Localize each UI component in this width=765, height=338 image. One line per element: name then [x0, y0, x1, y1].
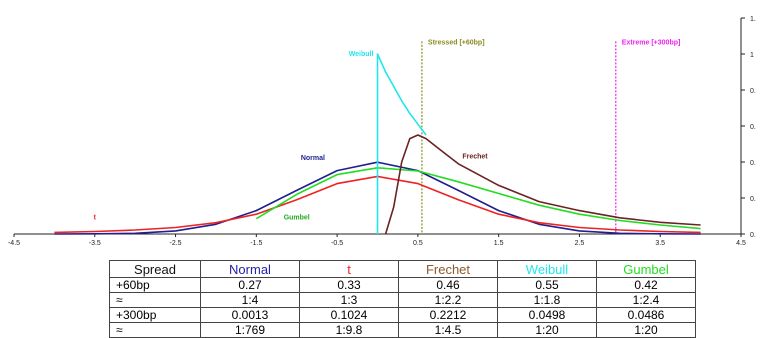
- table-cell: 0.42: [596, 277, 696, 293]
- table-cell: 1:1.8: [497, 292, 597, 308]
- spread-probability-table: Spread Normal t Frechet Weibull Gumbel +…: [109, 260, 696, 338]
- y-tick-label: 0.: [750, 196, 756, 203]
- y-tick-label: 1.: [750, 16, 756, 23]
- table-row: +300bp 0.0013 0.1024 0.2212 0.0498 0.048…: [109, 307, 696, 323]
- x-tick-label: 0.5: [413, 240, 423, 247]
- distribution-chart: -4.5 -3.5 -2.5 -1.5 -0.5 0.5 1.5 2.5 3.5 4.5 1. 1 0.…: [8, 16, 756, 247]
- scenario-line-label: Stressed [+60bp]: [428, 39, 485, 46]
- y-tick-label: 0.: [750, 124, 756, 131]
- table-cell: 0.2212: [398, 307, 498, 323]
- table-row: +60bp 0.27 0.33 0.46 0.55 0.42: [109, 277, 696, 293]
- series-line-weibull: [376, 53, 427, 234]
- table-cell: 1:9.8: [299, 322, 399, 338]
- header-weibull: Weibull: [497, 260, 597, 278]
- x-tick-label: 3.5: [655, 240, 665, 247]
- curve-label: Normal: [301, 155, 325, 162]
- series-line-frechet: [384, 134, 701, 235]
- row-label: +60bp: [109, 277, 201, 293]
- table-cell: 1:2.2: [398, 292, 498, 308]
- header-normal: Normal: [200, 260, 300, 278]
- curve-label: Frechet: [462, 153, 488, 160]
- table-row: ≈ 1:769 1:9.8 1:4.5 1:20 1:20: [109, 322, 696, 338]
- y-tick-label: 0.: [750, 88, 756, 95]
- table-cell: 0.0013: [200, 307, 300, 323]
- header-frechet: Frechet: [398, 260, 498, 278]
- x-tick-label: -4.5: [8, 240, 20, 247]
- table-cell: 1:20: [596, 322, 696, 338]
- header-gumbel: Gumbel: [596, 260, 696, 278]
- header-t: t: [299, 260, 399, 278]
- table-cell: 0.46: [398, 277, 498, 293]
- density-curves: [54, 53, 701, 235]
- chart-axes: -4.5 -3.5 -2.5 -1.5 -0.5 0.5 1.5 2.5 3.5 4.5 1. 1 0.…: [8, 16, 756, 247]
- table-cell: 1:2.4: [596, 292, 696, 308]
- scenario-lines: Stressed [+60bp] Extreme [+300bp]: [421, 39, 681, 234]
- table-cell: 1:769: [200, 322, 300, 338]
- scenario-line-label: Extreme [+300bp]: [622, 39, 681, 46]
- x-tick-label: -0.5: [331, 240, 343, 247]
- table-cell: 0.55: [497, 277, 597, 293]
- x-tick-label: 4.5: [736, 240, 746, 247]
- table-cell: 0.0486: [596, 307, 696, 323]
- table-row: ≈ 1:4 1:3 1:2.2 1:1.8 1:2.4: [109, 292, 696, 308]
- table-cell: 1:20: [497, 322, 597, 338]
- curve-label: Weibull: [349, 51, 374, 58]
- table-cell: 1:4: [200, 292, 300, 308]
- table-cell: 0.27: [200, 277, 300, 293]
- series-line-gumbel: [255, 167, 701, 230]
- row-label: +300bp: [109, 307, 201, 323]
- x-tick-label: -1.5: [250, 240, 262, 247]
- table-header-row: Spread Normal t Frechet Weibull Gumbel: [109, 260, 696, 278]
- row-approx-label: ≈: [109, 322, 201, 338]
- table-cell: 0.33: [299, 277, 399, 293]
- table-cell: 0.1024: [299, 307, 399, 323]
- curve-label: Gumbel: [284, 215, 310, 222]
- header-spread: Spread: [109, 260, 201, 278]
- table-cell: 1:3: [299, 292, 399, 308]
- table-cell: 1:4.5: [398, 322, 498, 338]
- x-tick-label: -3.5: [89, 240, 101, 247]
- x-tick-label: 1.5: [494, 240, 504, 247]
- y-tick-label: 1: [750, 52, 754, 59]
- y-tick-label: 0.: [750, 232, 756, 239]
- table-cell: 0.0498: [497, 307, 597, 323]
- curve-labels: Weibull Normal t Gumbel Frechet: [94, 51, 489, 222]
- y-tick-label: 0.: [750, 160, 756, 167]
- row-approx-label: ≈: [109, 292, 201, 308]
- x-tick-label: -2.5: [170, 240, 182, 247]
- curve-label: t: [94, 215, 97, 222]
- x-tick-label: 2.5: [575, 240, 585, 247]
